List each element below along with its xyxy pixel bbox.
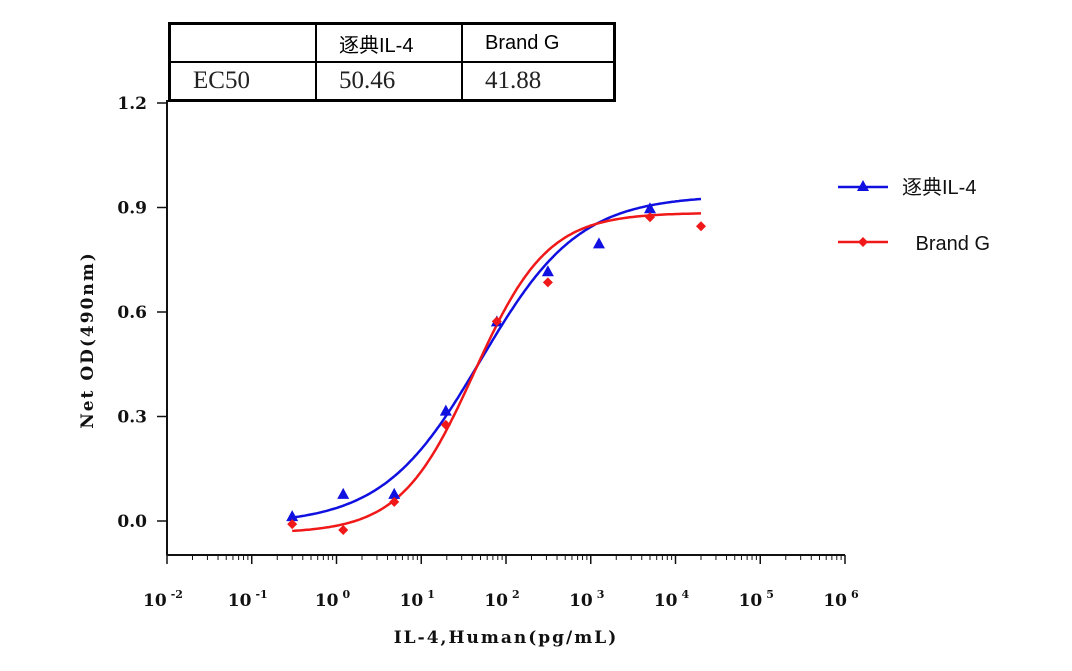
data-point-series-1 — [286, 510, 299, 522]
y-tick-label: 0.9 — [117, 199, 147, 219]
x-tick-label: 10 1 — [400, 588, 435, 611]
data-point-series-2 — [338, 525, 349, 536]
table-row-label: EC50 — [168, 61, 317, 102]
y-tick-label: 0.6 — [117, 303, 147, 323]
axes — [157, 100, 846, 564]
table-header-row: 逐典IL-4 Brand G — [168, 22, 616, 63]
data-point-series-1 — [337, 487, 350, 499]
y-tick-label: 0.0 — [117, 512, 147, 532]
data-point-series-1 — [592, 237, 605, 249]
ec50-value-series-1: 50.46 — [315, 61, 463, 102]
legend: 逐典IL-4 Brand G — [838, 176, 990, 255]
data-point-series-2 — [696, 221, 707, 232]
data-point-series-1 — [643, 202, 656, 214]
table-header-series-1: 逐典IL-4 — [315, 22, 463, 63]
data-point-series-1 — [388, 487, 401, 499]
data-point-series-1 — [439, 404, 452, 416]
legend-item-series-2: Brand G — [838, 233, 990, 255]
x-tick-label: 10 3 — [569, 588, 604, 611]
data-point-series-2 — [389, 496, 400, 507]
table-header-series-2: Brand G — [461, 22, 616, 63]
diamond-marker-icon — [858, 237, 868, 247]
svg-text:Brand G: Brand G — [910, 233, 990, 255]
data-point-series-2 — [542, 277, 553, 288]
data-points — [286, 202, 707, 536]
ec50-value-series-2: 41.88 — [461, 61, 616, 102]
y-tick-label: 1.2 — [117, 94, 147, 114]
ec50-table: 逐典IL-4 Brand G EC50 50.46 41.88 — [168, 22, 616, 102]
x-axis-title: IL-4,Human(pg/mL) — [394, 628, 619, 648]
fit-curve-series-2 — [292, 212, 701, 533]
y-tick-label: 0.3 — [117, 408, 147, 428]
data-point-series-2 — [287, 519, 298, 530]
x-tick-label: 10 -2 — [143, 588, 183, 611]
x-tick-label: 10 5 — [739, 588, 774, 611]
x-tick-label: 10 6 — [823, 588, 859, 611]
x-tick-label: 10 4 — [654, 588, 690, 611]
data-point-series-1 — [541, 265, 554, 277]
x-tick-label: 10 2 — [484, 588, 519, 611]
triangle-marker-icon — [857, 180, 869, 191]
data-point-series-2 — [644, 212, 655, 223]
data-point-series-2 — [491, 316, 502, 327]
data-point-series-2 — [440, 419, 451, 430]
fit-curves — [292, 197, 702, 533]
legend-item-series-1: 逐典IL-4 — [838, 176, 976, 199]
fit-curve-series-1 — [292, 197, 702, 519]
y-tick-labels: 0.0 0.3 0.6 0.9 1.2 — [117, 94, 147, 532]
x-tick-labels: 10 -2 10 -1 10 0 10 1 10 2 10 3 10 4 10 5 10 6 — [143, 588, 859, 611]
x-tick-label: 10 0 — [315, 588, 351, 611]
svg-text:逐典IL-4: 逐典IL-4 — [902, 176, 976, 199]
x-tick-label: 10 -1 — [228, 588, 268, 611]
y-axis-title: Net OD(490nm) — [78, 251, 98, 429]
table-header-empty — [168, 22, 317, 63]
table-row: EC50 50.46 41.88 — [168, 61, 616, 102]
